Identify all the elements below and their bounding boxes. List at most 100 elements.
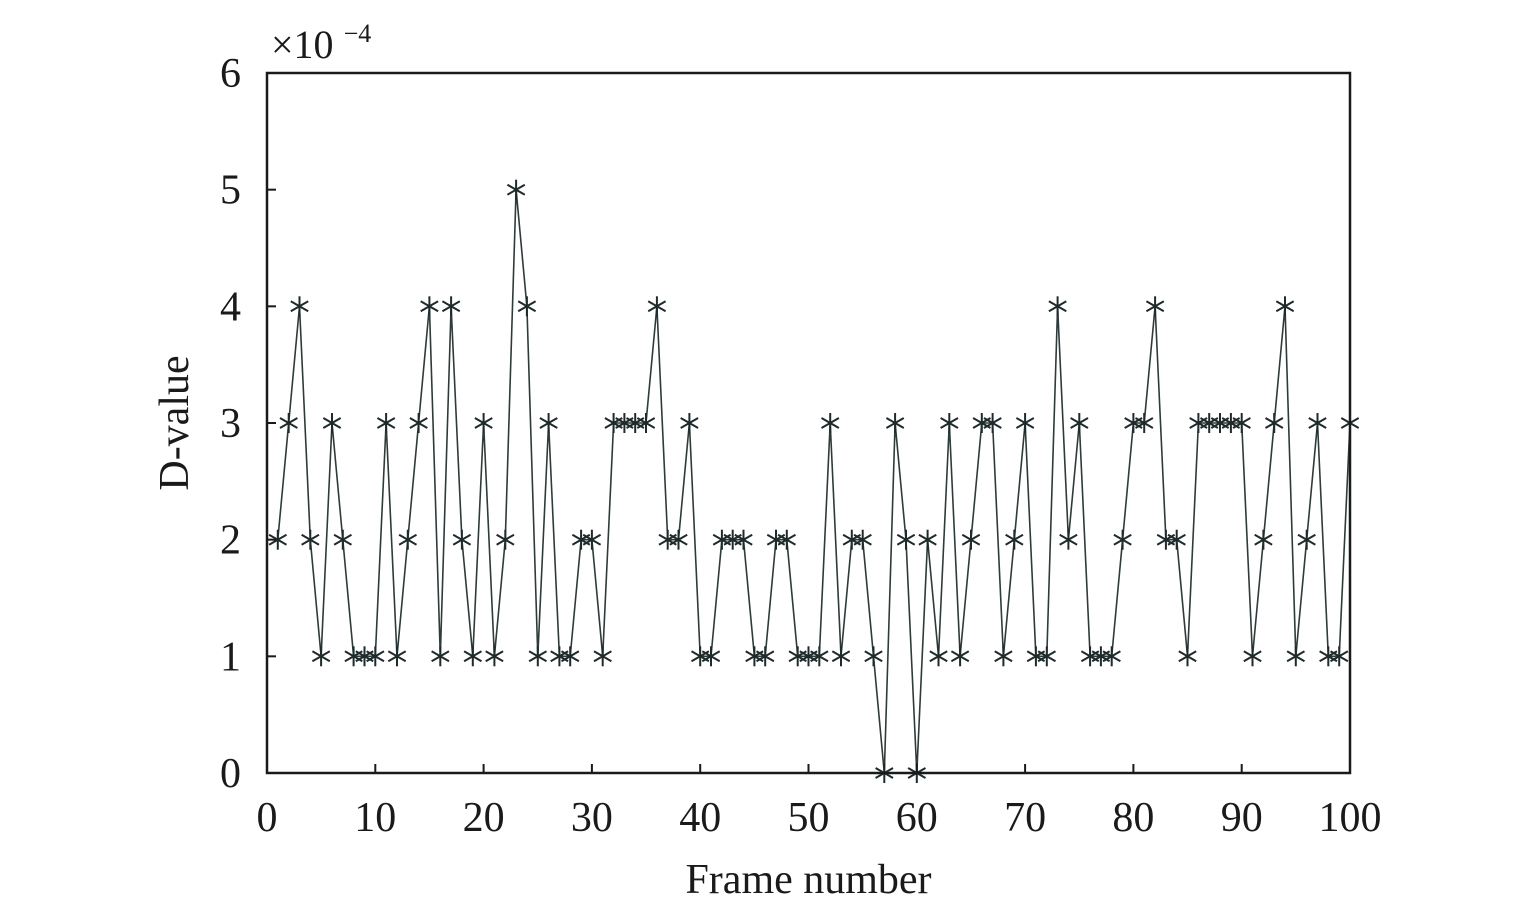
marker-stroke bbox=[896, 533, 916, 546]
data-point bbox=[864, 646, 883, 667]
marker-stroke bbox=[301, 533, 320, 546]
data-point bbox=[756, 646, 775, 667]
marker-stroke bbox=[961, 533, 981, 546]
marker-stroke bbox=[669, 533, 688, 546]
data-point bbox=[441, 296, 461, 317]
data-point bbox=[896, 529, 916, 550]
data-point bbox=[1297, 529, 1316, 550]
data-point bbox=[647, 296, 667, 317]
marker-stroke bbox=[561, 650, 580, 663]
data-point bbox=[593, 646, 612, 667]
marker-stroke bbox=[994, 650, 1013, 663]
x-tick-label: 0 bbox=[257, 795, 278, 841]
marker-stroke bbox=[885, 417, 905, 429]
data-point bbox=[734, 529, 753, 550]
data-point bbox=[398, 529, 417, 550]
marker-stroke bbox=[1297, 533, 1316, 546]
marker-stroke bbox=[1232, 417, 1251, 429]
data-point bbox=[333, 529, 352, 550]
marker-stroke bbox=[950, 650, 970, 663]
data-point bbox=[1005, 529, 1024, 550]
marker-stroke bbox=[821, 417, 840, 429]
marker-stroke bbox=[279, 417, 298, 429]
data-point bbox=[701, 646, 721, 667]
marker-stroke bbox=[1254, 533, 1273, 546]
marker-stroke bbox=[528, 650, 547, 663]
data-point bbox=[950, 646, 970, 667]
marker-stroke bbox=[387, 650, 407, 663]
series-line bbox=[277, 189, 1351, 774]
y-tick-label: 3 bbox=[220, 401, 241, 447]
data-point bbox=[918, 529, 937, 550]
data-point bbox=[853, 529, 872, 550]
series-layer bbox=[268, 179, 1360, 783]
y-axis-multiplier-base: ×10 bbox=[271, 22, 334, 67]
data-point bbox=[831, 646, 851, 667]
marker-stroke bbox=[420, 300, 439, 313]
marker-stroke bbox=[1275, 300, 1295, 313]
marker-stroke bbox=[777, 533, 796, 546]
data-point bbox=[485, 646, 504, 667]
data-point bbox=[1265, 413, 1284, 433]
data-point bbox=[420, 296, 439, 317]
marker-stroke bbox=[1113, 533, 1132, 546]
marker-stroke bbox=[1145, 300, 1165, 313]
data-point bbox=[940, 413, 959, 433]
marker-stroke bbox=[1286, 650, 1305, 663]
data-point bbox=[496, 529, 515, 550]
marker-stroke bbox=[1330, 650, 1349, 663]
data-point bbox=[376, 413, 396, 433]
marker-stroke bbox=[853, 533, 872, 546]
y-tick-label: 5 bbox=[220, 168, 241, 214]
x-tick-label: 90 bbox=[1221, 795, 1263, 841]
data-point bbox=[1059, 529, 1078, 550]
marker-stroke bbox=[409, 417, 428, 429]
marker-stroke bbox=[734, 533, 753, 546]
marker-stroke bbox=[268, 533, 287, 546]
marker-stroke bbox=[1135, 417, 1154, 429]
data-point bbox=[387, 646, 407, 667]
data-point bbox=[1102, 646, 1121, 667]
data-point bbox=[1145, 296, 1165, 317]
marker-stroke bbox=[929, 650, 948, 663]
data-point bbox=[279, 413, 298, 433]
data-point bbox=[539, 413, 558, 433]
marker-stroke bbox=[333, 533, 352, 546]
data-point bbox=[1070, 413, 1089, 433]
data-point bbox=[301, 529, 320, 550]
data-point bbox=[268, 529, 287, 550]
data-point bbox=[452, 529, 472, 550]
data-point bbox=[983, 413, 1002, 433]
marker-stroke bbox=[1265, 417, 1284, 429]
data-point bbox=[636, 413, 656, 433]
marker-stroke bbox=[452, 533, 472, 546]
marker-stroke bbox=[539, 417, 558, 429]
data-point bbox=[1048, 296, 1067, 317]
data-point bbox=[290, 296, 309, 317]
marker-stroke bbox=[647, 300, 667, 313]
marker-stroke bbox=[366, 650, 385, 663]
marker-stroke bbox=[636, 417, 656, 429]
marker-stroke bbox=[810, 650, 829, 663]
marker-stroke bbox=[1178, 650, 1197, 663]
marker-stroke bbox=[701, 650, 721, 663]
marker-stroke bbox=[474, 417, 493, 429]
x-tick-label: 60 bbox=[896, 795, 938, 841]
data-point bbox=[777, 529, 796, 550]
marker-stroke bbox=[1059, 533, 1078, 546]
data-point bbox=[810, 646, 829, 667]
plot-frame bbox=[265, 71, 1352, 775]
marker-stroke bbox=[1005, 533, 1024, 546]
data-point bbox=[885, 413, 905, 433]
data-point bbox=[1167, 529, 1186, 550]
data-point bbox=[1243, 646, 1262, 667]
data-point bbox=[1286, 646, 1305, 667]
marker-stroke bbox=[485, 650, 504, 663]
marker-stroke bbox=[831, 650, 851, 663]
data-point bbox=[366, 646, 385, 667]
y-axis-multiplier-exponent: −4 bbox=[344, 19, 372, 48]
data-point bbox=[1113, 529, 1132, 550]
marker-stroke bbox=[1102, 650, 1121, 663]
